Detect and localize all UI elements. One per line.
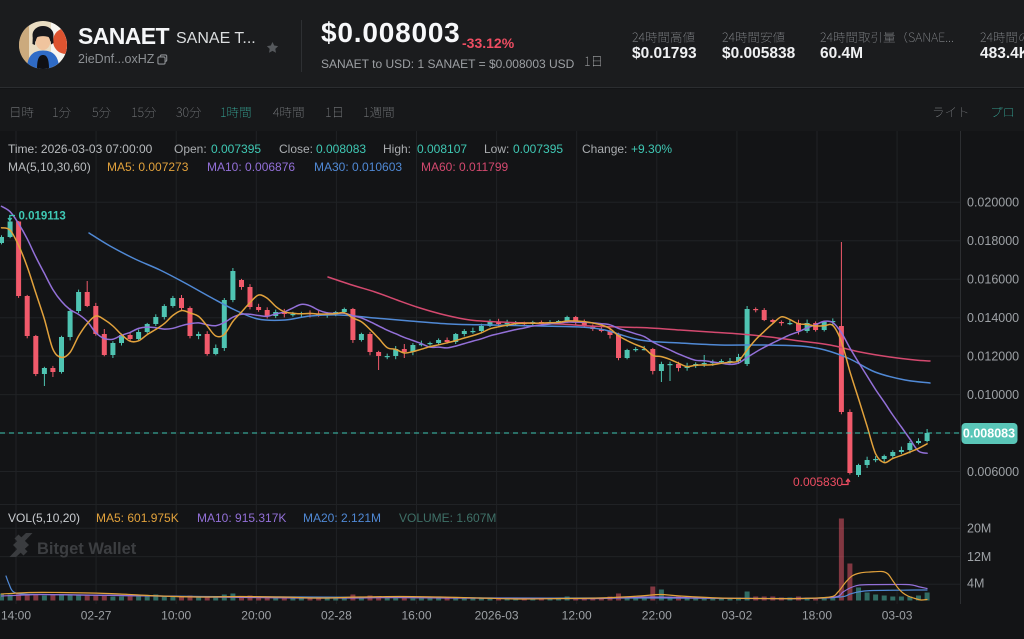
svg-text:0.010000: 0.010000 — [967, 388, 1019, 402]
svg-text:16:00: 16:00 — [401, 609, 431, 623]
svg-text:0.019113: 0.019113 — [19, 211, 66, 223]
svg-text:03-02: 03-02 — [722, 609, 753, 623]
svg-text:20M: 20M — [967, 522, 991, 536]
svg-text:22:00: 22:00 — [642, 609, 672, 623]
svg-text:18:00: 18:00 — [802, 609, 832, 623]
svg-text:0.008083: 0.008083 — [963, 427, 1015, 441]
svg-text:03-03: 03-03 — [882, 609, 913, 623]
svg-text:02-28: 02-28 — [321, 609, 352, 623]
svg-text:Bitget Wallet: Bitget Wallet — [37, 540, 137, 558]
svg-text:0.016000: 0.016000 — [967, 273, 1019, 287]
svg-text:02-27: 02-27 — [81, 609, 112, 623]
svg-text:2026-03: 2026-03 — [475, 609, 519, 623]
svg-text:20:00: 20:00 — [241, 609, 271, 623]
svg-text:0.014000: 0.014000 — [967, 311, 1019, 325]
svg-text:0.006000: 0.006000 — [967, 465, 1019, 479]
svg-text:14:00: 14:00 — [1, 609, 31, 623]
svg-text:0.020000: 0.020000 — [967, 196, 1019, 210]
svg-text:4M: 4M — [967, 576, 984, 590]
svg-text:12M: 12M — [967, 550, 991, 564]
svg-text:0.012000: 0.012000 — [967, 349, 1019, 363]
svg-text:0.018000: 0.018000 — [967, 234, 1019, 248]
svg-text:12:00: 12:00 — [562, 609, 592, 623]
svg-text:10:00: 10:00 — [161, 609, 191, 623]
svg-text:0.005830: 0.005830 — [793, 475, 843, 489]
